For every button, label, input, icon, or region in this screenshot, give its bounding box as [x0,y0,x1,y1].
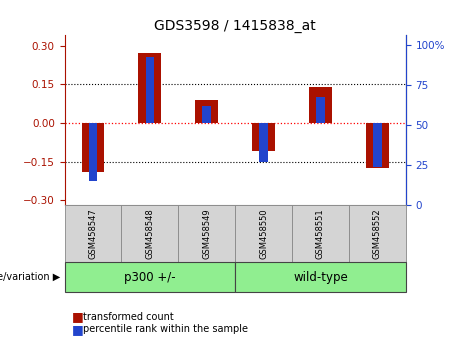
Bar [121,205,178,262]
Bar [138,53,161,123]
Bar [65,205,121,262]
Bar [202,106,211,123]
Text: wild-type: wild-type [293,270,348,284]
Text: ■: ■ [71,310,83,323]
Text: GSM458549: GSM458549 [202,208,211,259]
Text: p300 +/-: p300 +/- [124,270,176,284]
Title: GDS3598 / 1415838_at: GDS3598 / 1415838_at [154,19,316,33]
Bar [309,87,332,123]
Bar [349,205,406,262]
Bar [235,205,292,262]
Text: percentile rank within the sample: percentile rank within the sample [83,324,248,334]
Text: GSM458548: GSM458548 [145,208,154,259]
Bar [292,205,349,262]
Bar [235,262,406,292]
Bar [252,123,275,151]
Bar [146,57,154,123]
Bar [82,123,104,172]
Text: genotype/variation ▶: genotype/variation ▶ [0,272,60,282]
Text: GSM458552: GSM458552 [373,208,382,259]
Text: GSM458551: GSM458551 [316,208,325,259]
Text: GSM458550: GSM458550 [259,208,268,259]
Bar [65,262,235,292]
Bar [178,205,235,262]
Bar [316,97,325,123]
Text: transformed count: transformed count [83,312,174,322]
Bar [373,123,382,167]
Bar [89,123,97,181]
Bar [195,100,218,123]
Bar [366,123,389,168]
Text: GSM458547: GSM458547 [89,208,97,259]
Bar [259,123,268,162]
Text: ■: ■ [71,323,83,336]
